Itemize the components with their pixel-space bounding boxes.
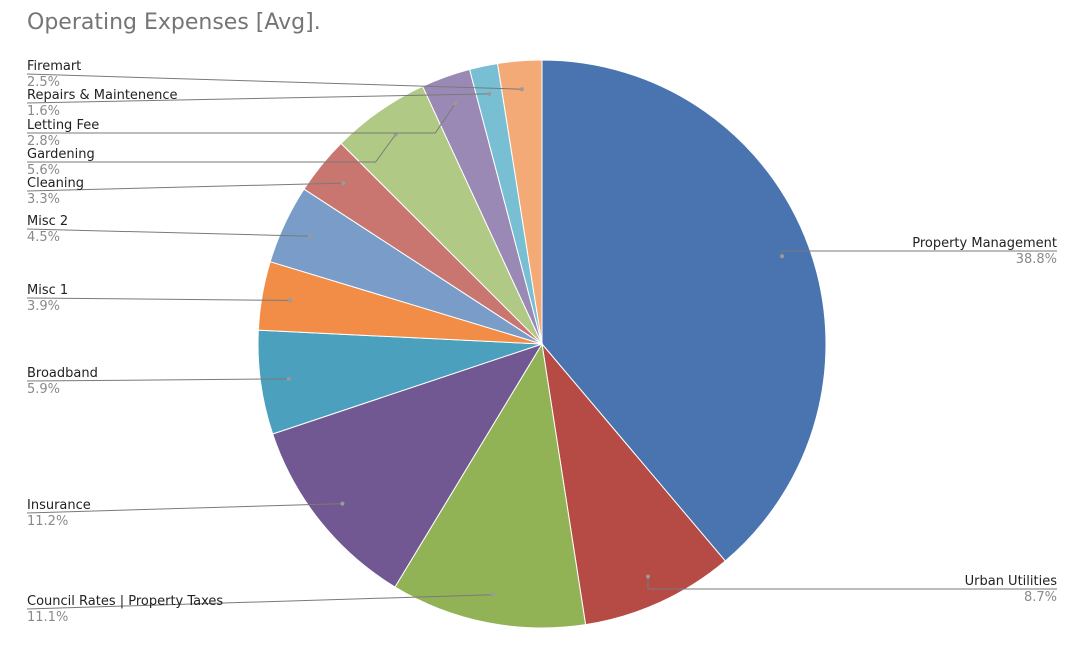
slice-label-misc-1: Misc 1 [27, 283, 68, 298]
leader-line-gardening [27, 134, 397, 163]
leader-dot-misc-1 [288, 298, 293, 303]
slice-percent-urban-utilities: 8.7% [1024, 590, 1057, 605]
slice-percent-insurance: 11.2% [27, 514, 68, 529]
slice-percent-misc-1: 3.9% [27, 299, 60, 314]
leader-dot-property-management [780, 254, 784, 259]
leader-dot-cleaning [341, 181, 346, 186]
slice-label-firemart: Firemart [27, 59, 81, 74]
leader-line-misc-1 [26, 297, 291, 301]
slice-percent-letting-fee: 2.8% [27, 134, 60, 149]
slice-label-property-management: Property Management [912, 236, 1057, 251]
slice-percent-gardening: 5.6% [27, 163, 60, 178]
pie-slices [257, 59, 827, 629]
slice-percent-cleaning: 3.3% [27, 192, 60, 207]
pie-slice-property-management[interactable] [541, 59, 827, 562]
leader-line-firemart [26, 73, 522, 90]
pie-slice-urban-utilities[interactable] [541, 342, 726, 626]
slice-label-insurance: Insurance [27, 498, 91, 513]
leader-line-insurance [26, 503, 343, 514]
leader-line-repairs-maintenence [26, 93, 490, 104]
slice-label-misc-2: Misc 2 [27, 214, 68, 229]
slice-label-urban-utilities: Urban Utilities [965, 574, 1058, 589]
slice-label-gardening: Gardening [27, 147, 95, 162]
slice-label-broadband: Broadband [27, 366, 98, 381]
leader-dot-repairs-maintenence [487, 91, 492, 96]
slice-percent-council-rates-property-taxes: 11.1% [27, 610, 68, 625]
slice-percent-firemart: 2.5% [27, 75, 60, 90]
slice-percent-misc-2: 4.5% [27, 230, 60, 245]
leader-lines [26, 73, 1057, 610]
slice-percent-property-management: 38.8% [1016, 252, 1057, 267]
slice-percent-broadband: 5.9% [27, 382, 60, 397]
slice-percent-repairs-maintenence: 1.6% [27, 104, 60, 119]
leader-dot-broadband [286, 376, 291, 381]
leader-line-broadband [26, 378, 289, 382]
chart-title: Operating Expenses [Avg]. [27, 10, 321, 35]
leader-line-cleaning [26, 182, 344, 192]
leader-dot-misc-2 [308, 234, 313, 239]
leader-dot-council-rates-property-taxes [490, 592, 495, 597]
leader-line-misc-2 [26, 228, 311, 237]
leader-dot-urban-utilities [646, 574, 650, 579]
slice-label-council-rates-property-taxes: Council Rates | Property Taxes [27, 594, 223, 609]
slice-label-cleaning: Cleaning [27, 176, 84, 191]
leader-dot-firemart [519, 87, 524, 92]
leader-line-urban-utilities [647, 576, 1057, 590]
leader-line-council-rates-property-taxes [26, 594, 493, 610]
slice-label-letting-fee: Letting Fee [27, 118, 99, 133]
pie-slice-insurance[interactable] [271, 343, 544, 588]
pie-slice-firemart[interactable] [496, 59, 543, 345]
pie-slice-council-rates-property-taxes[interactable] [394, 342, 587, 629]
leader-dot-insurance [340, 501, 345, 506]
leader-dot-letting-fee [453, 101, 458, 106]
leader-line-letting-fee [27, 103, 456, 134]
slice-label-repairs-maintenence: Repairs & Maintenence [27, 88, 178, 103]
